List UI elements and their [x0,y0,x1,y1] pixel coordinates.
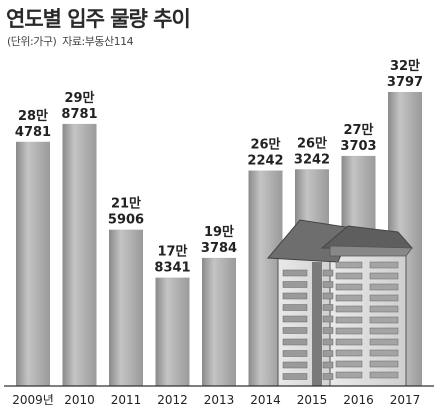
x-tick-label: 2014 [250,393,281,407]
bar-2010 [62,123,97,387]
chart-title: 연도별 입주 물량 추이 [6,7,191,31]
value-label-top: 27만 [343,122,373,138]
chart-subtitle: (단위:가구) 자료:부동산114 [7,33,134,49]
source-label: 자료:부동산114 [62,35,134,48]
value-label-bottom: 4781 [15,125,51,140]
value-label-bottom: 8781 [61,107,97,122]
x-tick-label: 2009년 [12,393,54,407]
bar-2013 [202,257,236,386]
apartment-building-illustration [266,219,414,387]
value-label-top: 28만 [18,108,48,124]
unit-label: (단위:가구) [7,35,57,48]
value-label-bottom: 3797 [387,75,423,90]
bar-2011 [109,229,143,386]
value-label-bottom: 2242 [247,154,283,169]
x-tick-label: 2017 [390,393,421,407]
bar-2009년 [16,141,50,386]
value-label-top: 21만 [111,196,141,212]
bar-2014 [248,170,283,386]
x-tick-label: 2010 [64,393,95,407]
value-label-bottom: 3703 [340,139,376,154]
value-label-bottom: 3242 [294,152,330,167]
value-label-top: 26만 [297,135,327,151]
x-tick-label: 2015 [297,393,328,407]
bar-2012 [155,277,190,386]
value-label-bottom: 8341 [154,261,190,276]
x-tick-label: 2012 [157,393,188,407]
value-label-bottom: 5906 [108,213,144,228]
x-tick-label: 2016 [343,393,374,407]
value-label-top: 29만 [64,90,94,106]
value-label-bottom: 3784 [201,241,237,256]
value-label-top: 32만 [390,58,420,74]
value-label-top: 26만 [250,137,280,153]
x-tick-label: 2013 [204,393,235,407]
value-label-top: 17만 [157,244,187,260]
x-tick-label: 2011 [111,393,142,407]
value-label-top: 19만 [204,224,234,240]
